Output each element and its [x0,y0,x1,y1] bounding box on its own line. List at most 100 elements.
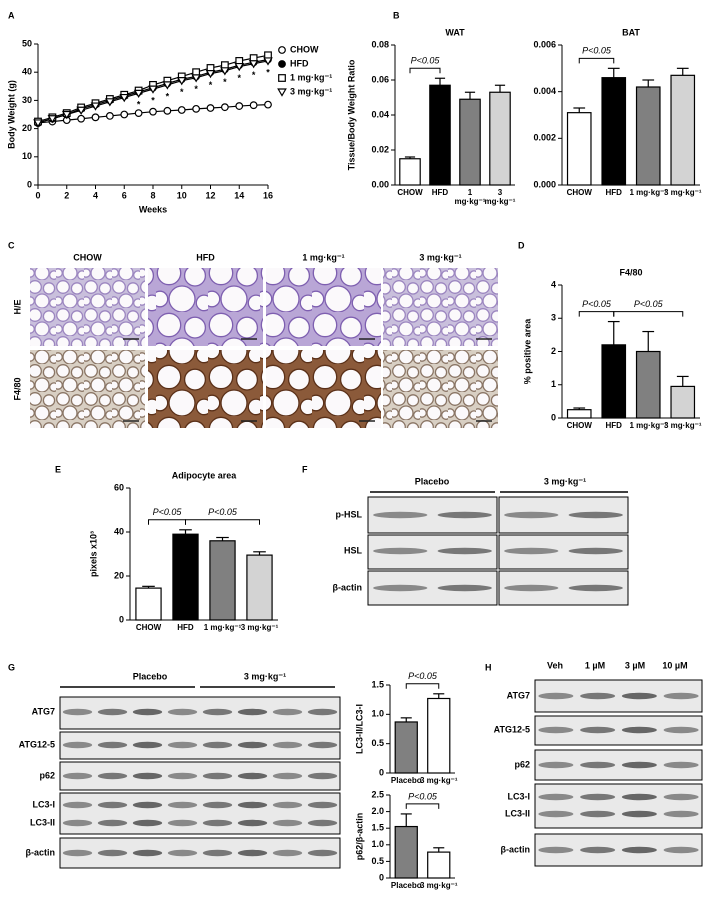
band [62,772,93,780]
bracket [578,57,615,64]
x-tick-label: 0 [35,190,40,200]
y-tick-label: 2 [551,346,556,356]
y-tick-label: 0.006 [533,39,556,49]
x-tick-label: 1 mg·kg⁻¹ [203,623,242,632]
x-tick-label-box: CHOW [567,188,592,197]
column-header: 10 µM [662,660,687,670]
row-label: β-actin [333,582,363,592]
row-label: LC3-I [33,799,56,809]
bar [172,533,199,621]
bracket [613,311,684,317]
x-tick-label: 3 mg·kg⁻¹ [663,188,702,197]
x-tick-label: 4 [93,190,98,200]
band [62,819,93,827]
bar [566,112,592,186]
band [202,708,233,716]
marker [264,100,272,109]
panel-label: E [55,464,61,474]
marker [162,81,173,90]
y-axis-label: pixels x10³ [88,531,98,577]
row-label: p62 [514,759,530,769]
band [663,793,699,801]
bar [246,554,273,621]
column-header: Placebo [133,671,168,681]
bar [670,74,696,186]
band [621,793,657,801]
y-tick-label: 0 [551,412,556,422]
bar [429,84,451,186]
band [307,849,338,857]
panel-label: D [518,240,525,250]
band [663,810,699,818]
legend-marker [278,46,286,54]
panel-label: B [393,10,400,20]
band [202,741,233,749]
bar [209,540,236,621]
band [580,692,616,700]
panel-label: H [485,662,492,672]
y-tick-label: 0.06 [371,74,389,84]
band [97,708,128,716]
y-tick-label: 0.000 [533,179,556,189]
band [97,801,128,809]
band [62,849,93,857]
marker [220,67,230,76]
x-tick-label: 1 mg·kg⁻¹ [629,188,668,197]
annotation: * [266,67,270,77]
micrograph [148,350,263,428]
bracket [405,803,440,809]
row-label: β-actin [501,844,531,854]
marker [134,109,143,117]
band [167,849,198,857]
band [272,741,303,749]
column-header: Veh [547,660,563,670]
band [373,547,428,555]
x-tick-label: CHOW [135,623,162,632]
bracket [185,519,260,525]
row-label: p62 [39,770,55,780]
legend-label: 3 mg·kg⁻¹ [290,86,332,96]
y-tick-label: 4 [551,279,556,289]
bracket-label: P<0.05 [153,507,183,517]
row-label: ATG12-5 [494,724,530,734]
legend-marker [277,88,287,97]
column-header: 3 µM [625,660,645,670]
band [538,846,574,854]
marker [91,113,100,122]
marker [205,70,216,79]
band [538,810,574,818]
band [307,708,338,716]
legend-label: HFD [290,58,309,68]
y-tick-label: 1.5 [371,823,384,833]
y-tick-label: 50 [22,38,32,48]
x-tick-label-box: Placebo [391,881,422,890]
x-tick-label: HFD [177,623,194,632]
x-tick-label: 2 [64,190,69,200]
marker [191,74,201,83]
band [202,819,233,827]
band [580,793,616,801]
marker [105,112,114,120]
y-tick-label: 1.0 [371,839,384,849]
band [373,584,428,592]
band [568,584,623,592]
marker [176,77,187,86]
y-tick-label: 1.0 [371,709,384,719]
bar [459,98,481,186]
row-label: LC3-II [30,817,55,827]
band [580,726,616,734]
x-tick-label-box: 3 mg·kg⁻¹ [663,188,702,197]
x-tick-label: 14 [234,190,244,200]
y-axis-label: Body Weight (g) [6,80,16,149]
column-header: 3 mg·kg⁻¹ [419,252,461,262]
marker [149,107,157,116]
x-tick-label: HFD [431,188,449,197]
chart-title: BAT [622,27,640,37]
bracket [409,67,441,74]
band [167,708,198,716]
band [621,846,657,854]
band [132,772,163,780]
band [167,772,198,780]
y-tick-label: 40 [114,526,124,536]
band [132,741,163,749]
